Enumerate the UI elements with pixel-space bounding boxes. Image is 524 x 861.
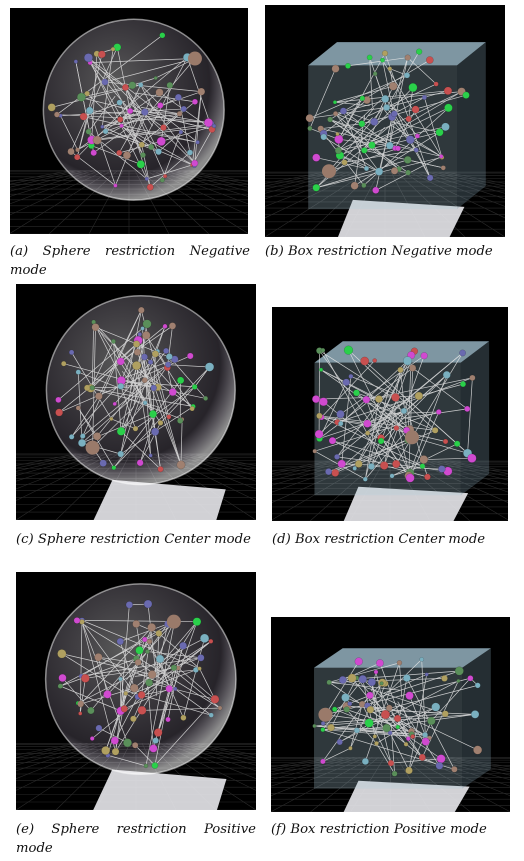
figure-c-label: (c) [16,532,34,547]
figure-f-label: (f) [271,822,287,837]
shadow-plane [343,780,470,812]
figure-d-label: (d) [272,532,291,547]
hub-node [404,430,419,445]
shadow-plane [337,199,465,237]
figure-d-caption: (d) Box restriction Center mode [272,530,522,549]
shadow-plane [93,769,227,810]
figure-a-label: (a) [10,244,29,259]
floor-grid [10,170,248,234]
restriction-sphere [42,18,225,201]
figure-a-caption-text: Sphere restriction Negative mode [10,244,250,278]
hub-node [321,164,336,179]
figure-c-scene [16,295,256,520]
figure-a-caption: (a) Sphere restriction Negative mode [10,242,250,280]
figure-e-image [16,572,256,810]
graph-nodes [312,657,483,777]
graph-nodes [55,306,215,473]
figure-e-scene [16,583,256,810]
restriction-sphere [44,583,237,776]
figure-b-scene [265,42,505,237]
figure-b-caption-text: Box restriction Negative mode [287,244,493,259]
figure-c-caption-text: Sphere restriction Center mode [37,532,251,547]
figure-b-caption: (b) Box restriction Negative mode [265,242,515,261]
shadow-plane [93,479,226,520]
graph-nodes [312,345,477,483]
hub-node [187,51,202,66]
figure-d-caption-text: Box restriction Center mode [294,532,486,547]
hub-node [85,440,100,455]
figure-f-scene [271,648,510,812]
figure-f-caption-text: Box restriction Positive mode [290,822,487,837]
hub-node [318,707,333,722]
figure-c-caption: (c) Sphere restriction Center mode [16,530,256,549]
figure-d-scene [272,341,508,521]
figure-e-label: (e) [16,822,35,837]
figure-a-scene [10,18,248,234]
figure-e-caption-text: Sphere restriction Positive mode [16,822,256,856]
figure-f-caption: (f) Box restriction Positive mode [271,820,523,839]
figure-e-caption: (e) Sphere restriction Positive mode [16,820,256,858]
figure-b-image [265,5,505,237]
figure-d-image [272,307,508,521]
figure-a-image [10,8,248,234]
figure-f-image [271,617,510,812]
restriction-box [314,648,491,789]
figure-c-image [16,284,256,520]
graph-nodes [57,599,223,769]
graph-nodes [305,48,470,194]
figure-b-label: (b) [265,244,284,259]
shadow-plane [343,486,469,521]
hub-node [166,614,181,629]
graph-nodes [47,32,217,191]
